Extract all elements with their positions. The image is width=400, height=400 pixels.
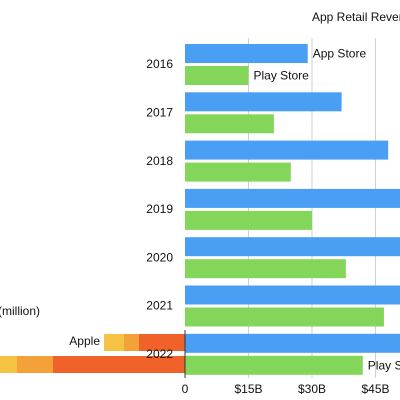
bar	[185, 210, 312, 230]
x-tick-label: 0	[182, 382, 189, 396]
bar-segment	[17, 356, 53, 373]
bar	[185, 188, 400, 208]
y-tick-label: 2017	[146, 105, 173, 119]
bar-segment	[139, 334, 185, 351]
y-tick-label: 2020	[146, 250, 173, 264]
series-label: App Store	[313, 47, 367, 61]
bar	[185, 162, 291, 182]
y-tick-label: Apple	[69, 334, 100, 348]
x-tick-label: $15B	[234, 382, 262, 396]
series-label: Play Store	[253, 69, 309, 83]
bar	[185, 114, 274, 134]
bar	[185, 66, 249, 85]
bar	[185, 237, 400, 257]
bar	[185, 307, 384, 327]
bar-segment	[104, 334, 124, 351]
y-tick-label: 2019	[146, 202, 173, 216]
bar	[185, 140, 389, 160]
bar	[185, 92, 342, 112]
series-label: Play Store	[368, 358, 400, 372]
y-tick-label: 2018	[146, 154, 173, 168]
y-tick-label: 2016	[146, 57, 173, 71]
bar	[185, 285, 400, 305]
bar	[185, 44, 308, 63]
bar-segment	[0, 356, 17, 373]
bar-segment	[124, 334, 139, 351]
bar	[185, 259, 346, 279]
chart-title: (million)	[0, 304, 40, 318]
y-tick-label: 2021	[146, 299, 173, 313]
y-tick-label: 2022	[146, 347, 173, 361]
bar-segment	[53, 356, 185, 373]
bar	[185, 355, 363, 375]
bar	[185, 333, 400, 353]
x-tick-label: $45B	[361, 382, 389, 396]
x-tick-label: $30B	[298, 382, 326, 396]
chart-title: App Retail Revenue	[312, 10, 400, 24]
